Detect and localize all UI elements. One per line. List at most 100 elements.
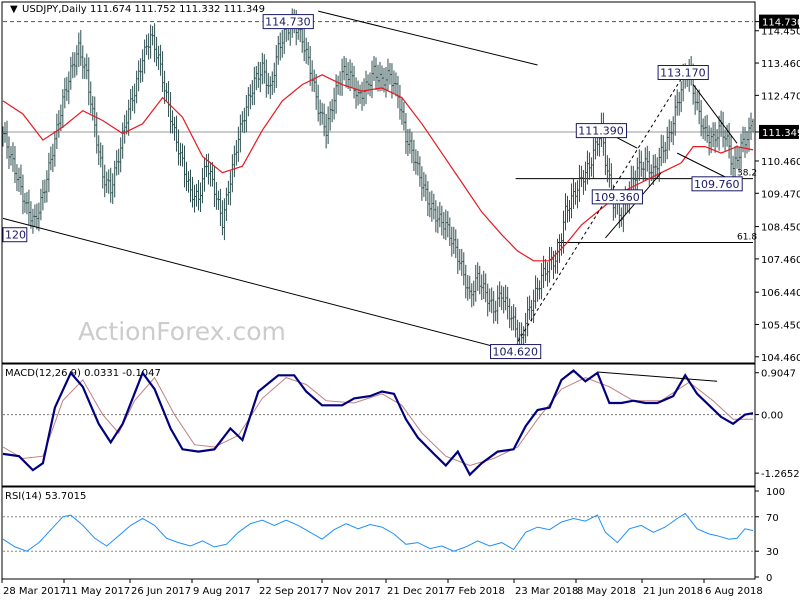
price-bar [29,201,32,229]
price-bar [331,99,334,123]
price-bar [444,209,447,241]
price-bar [482,270,485,300]
date-tick-label: 7 Feb 2018 [449,586,505,597]
price-bar [526,296,529,337]
price-bar [205,154,208,178]
price-bar [185,161,188,191]
price-bar [161,51,164,92]
price-bar [506,286,509,320]
price-bar [99,142,102,168]
price-bar [315,73,318,110]
price-bar [231,154,234,193]
chart-menu-icon[interactable]: ▼ [10,4,18,15]
price-bar [426,181,429,217]
date-tick-label: 28 Mar 2017 [3,586,66,597]
price-bar [400,97,403,125]
price-annotation: 104.620 [490,344,542,360]
price-bar [392,70,395,94]
price-bar [464,264,467,299]
price-bar [375,57,378,91]
price-annotation: 114.730 [262,14,314,30]
price-bar [97,135,100,166]
price-bar [71,52,74,79]
price-bar [325,114,328,149]
price-bar [225,187,228,222]
price-bar [255,65,258,91]
price-bar [223,198,226,241]
price-bar [574,182,577,205]
price-bar [31,208,34,234]
date-tick-label: 21 Dec 2017 [387,586,451,597]
price-bar [556,238,559,274]
price-bar [706,114,709,143]
price-tick-label: 108.450 [761,223,800,234]
price-bar [333,87,336,120]
date-tick-label: 9 Aug 2017 [193,586,251,597]
price-bar [147,33,150,60]
price-bar [726,124,729,147]
price-bar [578,164,581,202]
price-bar [273,62,276,93]
price-bar [512,304,515,331]
price-annotation: 111.390 [575,123,628,139]
price-bar [207,153,210,185]
price-bar [281,29,284,58]
price-bar [263,54,266,84]
price-bar [353,65,356,99]
price-bar [309,45,312,86]
annotation-text: 109.360 [594,191,640,204]
price-bar [145,34,148,56]
price-bar [736,145,739,169]
price-bar [458,248,461,271]
price-bar [241,111,244,133]
price-bar [307,41,310,66]
price-bar [43,179,46,204]
price-bar [217,190,220,210]
fib-label-2: 38.2 [737,169,757,179]
moving-average-line [2,74,754,262]
price-bar [141,49,144,82]
price-bar [748,117,751,152]
price-bar [319,99,322,126]
price-tick-label: 107.460 [761,255,800,266]
price-bar [462,252,465,286]
price-bar [404,113,407,154]
price-bar [474,264,477,302]
price-bar [345,57,348,88]
price-bar [582,169,585,195]
price-tick-label: 106.440 [761,288,800,299]
annotation-box [575,123,628,139]
annotation-text: 113.170 [660,67,706,80]
price-tick-label: 104.460 [761,353,800,364]
price-bar [528,295,531,320]
price-tick-label: 105.450 [761,320,800,331]
price-bar [566,195,569,223]
price-bar [77,32,80,68]
price-bar [538,280,541,300]
price-bar [65,76,68,101]
price-bar [165,83,168,102]
price-bar [183,145,186,188]
price-bar [83,57,86,79]
price-bar [2,126,4,147]
annotation-box [490,344,542,360]
price-bar [454,229,457,259]
annotation-text: 109.760 [694,178,740,191]
price-bar [652,154,655,185]
price-bar [179,142,182,166]
macd-trendline [597,371,718,382]
price-bar [470,283,473,308]
price-bar [267,72,270,95]
price-bar [438,201,441,228]
price-bar [674,95,677,136]
price-bar [722,111,725,148]
price-bar [402,101,405,131]
price-bar [644,147,647,181]
price-bar [343,56,346,81]
price-bar [91,96,94,121]
annotation-box [591,189,643,205]
price-bar [193,184,196,213]
price-bar [714,122,717,153]
price-bar [107,169,110,194]
